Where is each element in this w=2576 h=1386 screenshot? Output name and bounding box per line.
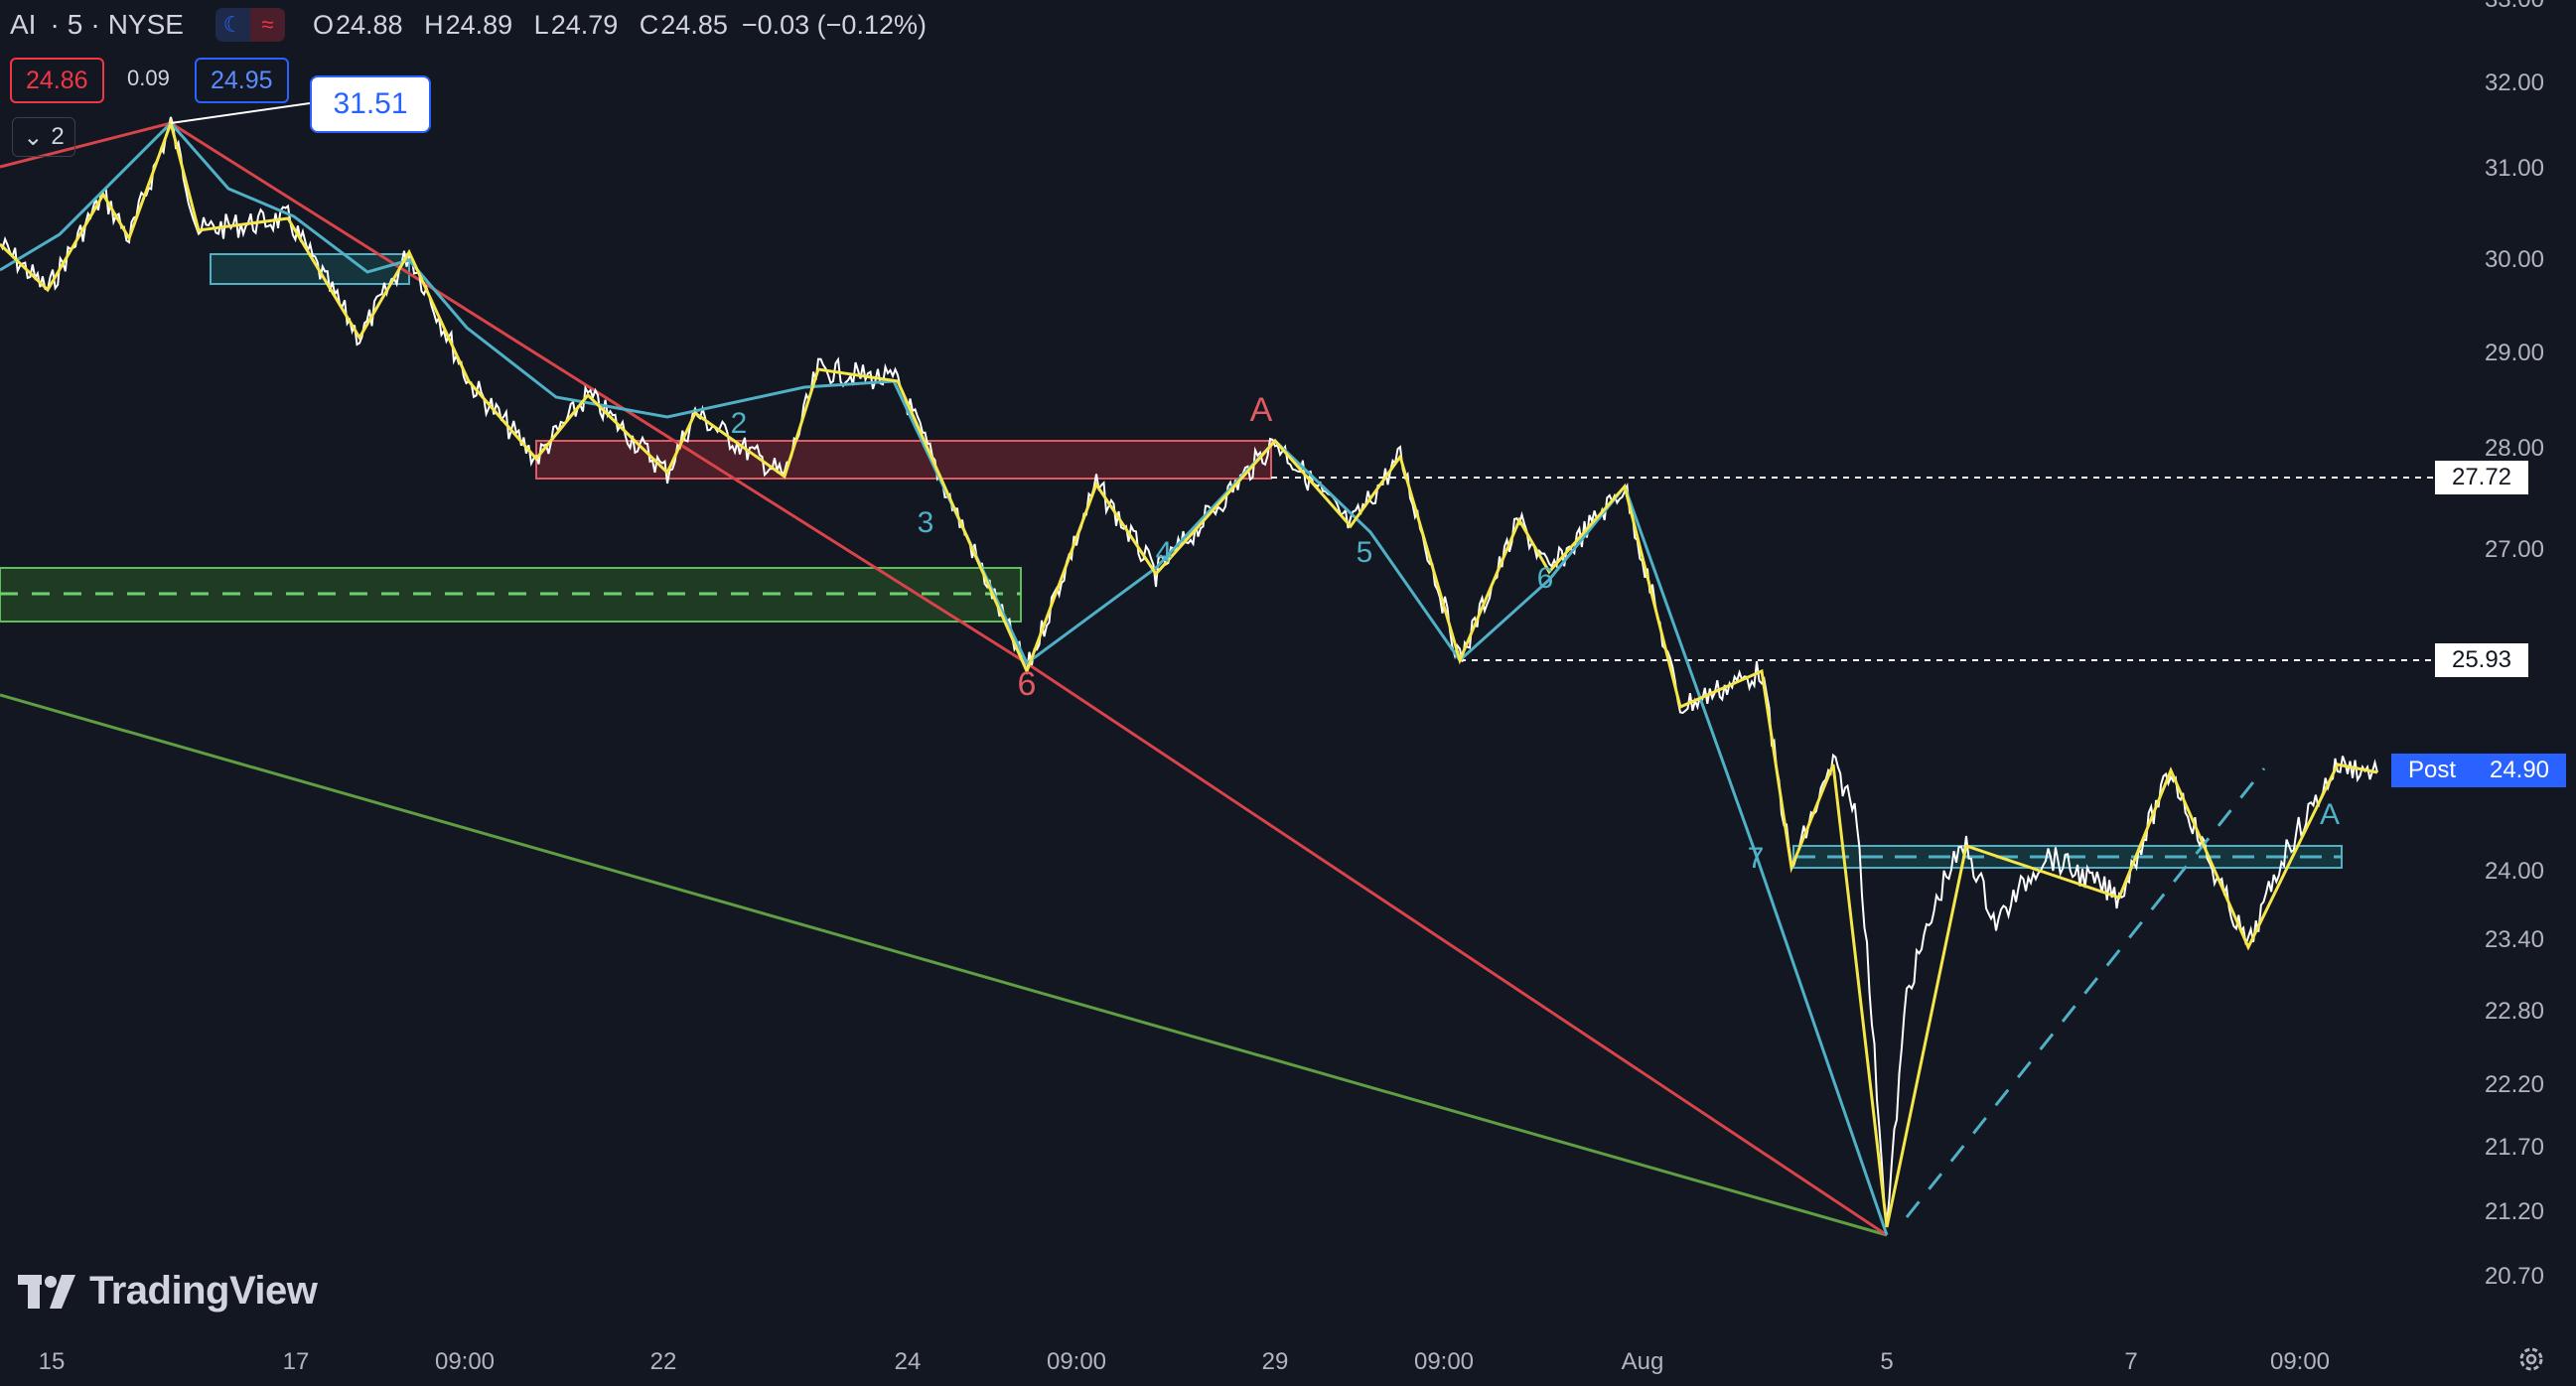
time-axis-label: 09:00 bbox=[434, 1348, 496, 1375]
time-axis-label: 5 bbox=[1880, 1348, 1894, 1375]
time-axis-label: 29 bbox=[1261, 1348, 1289, 1375]
last-price-box: 24.90 bbox=[2473, 754, 2566, 787]
session-toggle[interactable]: ☾ ≈ bbox=[215, 8, 285, 42]
trend-line-green bbox=[0, 693, 1888, 1237]
moon-icon[interactable]: ☾ bbox=[215, 8, 250, 42]
price-axis-label: 28.00 bbox=[2484, 435, 2544, 462]
time-axis-label: Aug bbox=[1621, 1348, 1664, 1375]
time-axis-label: 09:00 bbox=[1046, 1348, 1107, 1375]
wave-label-5: 5 bbox=[1357, 536, 1373, 569]
open-label: O bbox=[312, 9, 334, 40]
low-label: L bbox=[533, 9, 549, 40]
price-axis-label: 20.70 bbox=[2484, 1263, 2544, 1290]
interval[interactable]: 5 bbox=[67, 9, 83, 40]
price-axis-label: 31.00 bbox=[2484, 155, 2544, 182]
supply-zone-red bbox=[535, 440, 1272, 480]
price-axis-label: 21.70 bbox=[2484, 1134, 2544, 1161]
level-price-box[interactable]: 25.93 bbox=[2435, 643, 2528, 677]
close-label: C bbox=[639, 9, 659, 40]
price-axis-label: 30.00 bbox=[2484, 246, 2544, 273]
separator-2: · bbox=[90, 9, 100, 40]
wave-label-2: 2 bbox=[731, 407, 748, 440]
time-axis-label: 09:00 bbox=[1413, 1348, 1475, 1375]
open-value: 24.88 bbox=[335, 9, 403, 40]
wave-label-4: 4 bbox=[1156, 536, 1173, 569]
time-axis-label: 15 bbox=[38, 1348, 66, 1375]
time-axis-label: 17 bbox=[282, 1348, 310, 1375]
low-value: 24.79 bbox=[550, 9, 619, 40]
buy-button[interactable]: 24.95 bbox=[195, 58, 289, 103]
high-label-pointer bbox=[170, 102, 311, 124]
price-axis-label: 32.00 bbox=[2484, 69, 2544, 96]
price-axis-label: 33.00 bbox=[2485, 0, 2544, 14]
high-value: 24.89 bbox=[445, 9, 513, 40]
time-axis-label: 24 bbox=[894, 1348, 922, 1375]
high-label: H bbox=[424, 9, 444, 40]
time-axis-label: 22 bbox=[649, 1348, 677, 1375]
change-value: −0.03 (−0.12%) bbox=[741, 9, 927, 40]
separator: · bbox=[50, 9, 60, 40]
symbol-legend[interactable]: AI · 5 · NYSE ☾ ≈ O24.88 H24.89 L24.79 C… bbox=[10, 8, 927, 42]
post-market-badge: Post bbox=[2391, 754, 2473, 787]
wave-line-blue-dashed bbox=[1905, 767, 2266, 1218]
price-axis-label: 23.40 bbox=[2484, 926, 2544, 953]
price-series bbox=[0, 116, 2378, 1224]
gear-icon[interactable] bbox=[2516, 1344, 2546, 1374]
time-axis-label: 7 bbox=[2124, 1348, 2138, 1375]
level-price-box[interactable]: 27.72 bbox=[2435, 461, 2528, 494]
wave-label-6-red: 6 bbox=[1018, 665, 1037, 703]
wave-label-7: 7 bbox=[1748, 842, 1765, 875]
wave-label-6-blue: 6 bbox=[1537, 562, 1554, 595]
wave-icon[interactable]: ≈ bbox=[249, 8, 285, 42]
exchange: NYSE bbox=[107, 9, 184, 40]
wave-label-a: A bbox=[1250, 391, 1273, 429]
price-axis-label: 27.00 bbox=[2484, 536, 2544, 563]
indicators-count: 2 bbox=[51, 123, 65, 150]
price-axis-label: 21.20 bbox=[2484, 1198, 2544, 1225]
zigzag-line-yellow bbox=[0, 117, 2378, 1228]
tradingview-logo[interactable]: TradingView bbox=[18, 1269, 318, 1314]
ohlc-values: O24.88 H24.89 L24.79 C24.85 bbox=[313, 10, 742, 41]
price-axis-label: 24.00 bbox=[2484, 858, 2544, 885]
trend-line-red bbox=[0, 121, 1888, 1237]
high-price-label[interactable]: 31.51 bbox=[310, 75, 431, 133]
wave-line-blue bbox=[0, 120, 1889, 1236]
symbol-name[interactable]: AI bbox=[10, 9, 37, 40]
indicators-toggle[interactable]: ⌄ 2 bbox=[12, 117, 75, 157]
wave-label-a-blue: A bbox=[2320, 798, 2340, 831]
price-axis-label: 22.80 bbox=[2484, 998, 2544, 1025]
time-axis-label: 09:00 bbox=[2269, 1348, 2331, 1375]
chevron-down-icon: ⌄ bbox=[23, 123, 44, 151]
tradingview-logo-icon bbox=[18, 1274, 75, 1309]
spread-value: 0.09 bbox=[127, 66, 170, 90]
price-axis-label: 29.00 bbox=[2484, 340, 2544, 366]
wave-label-3: 3 bbox=[918, 506, 934, 539]
brand-name: TradingView bbox=[89, 1269, 318, 1313]
price-axis-label: 22.20 bbox=[2484, 1071, 2544, 1098]
sell-button[interactable]: 24.86 bbox=[10, 58, 104, 103]
close-value: 24.85 bbox=[660, 9, 728, 40]
